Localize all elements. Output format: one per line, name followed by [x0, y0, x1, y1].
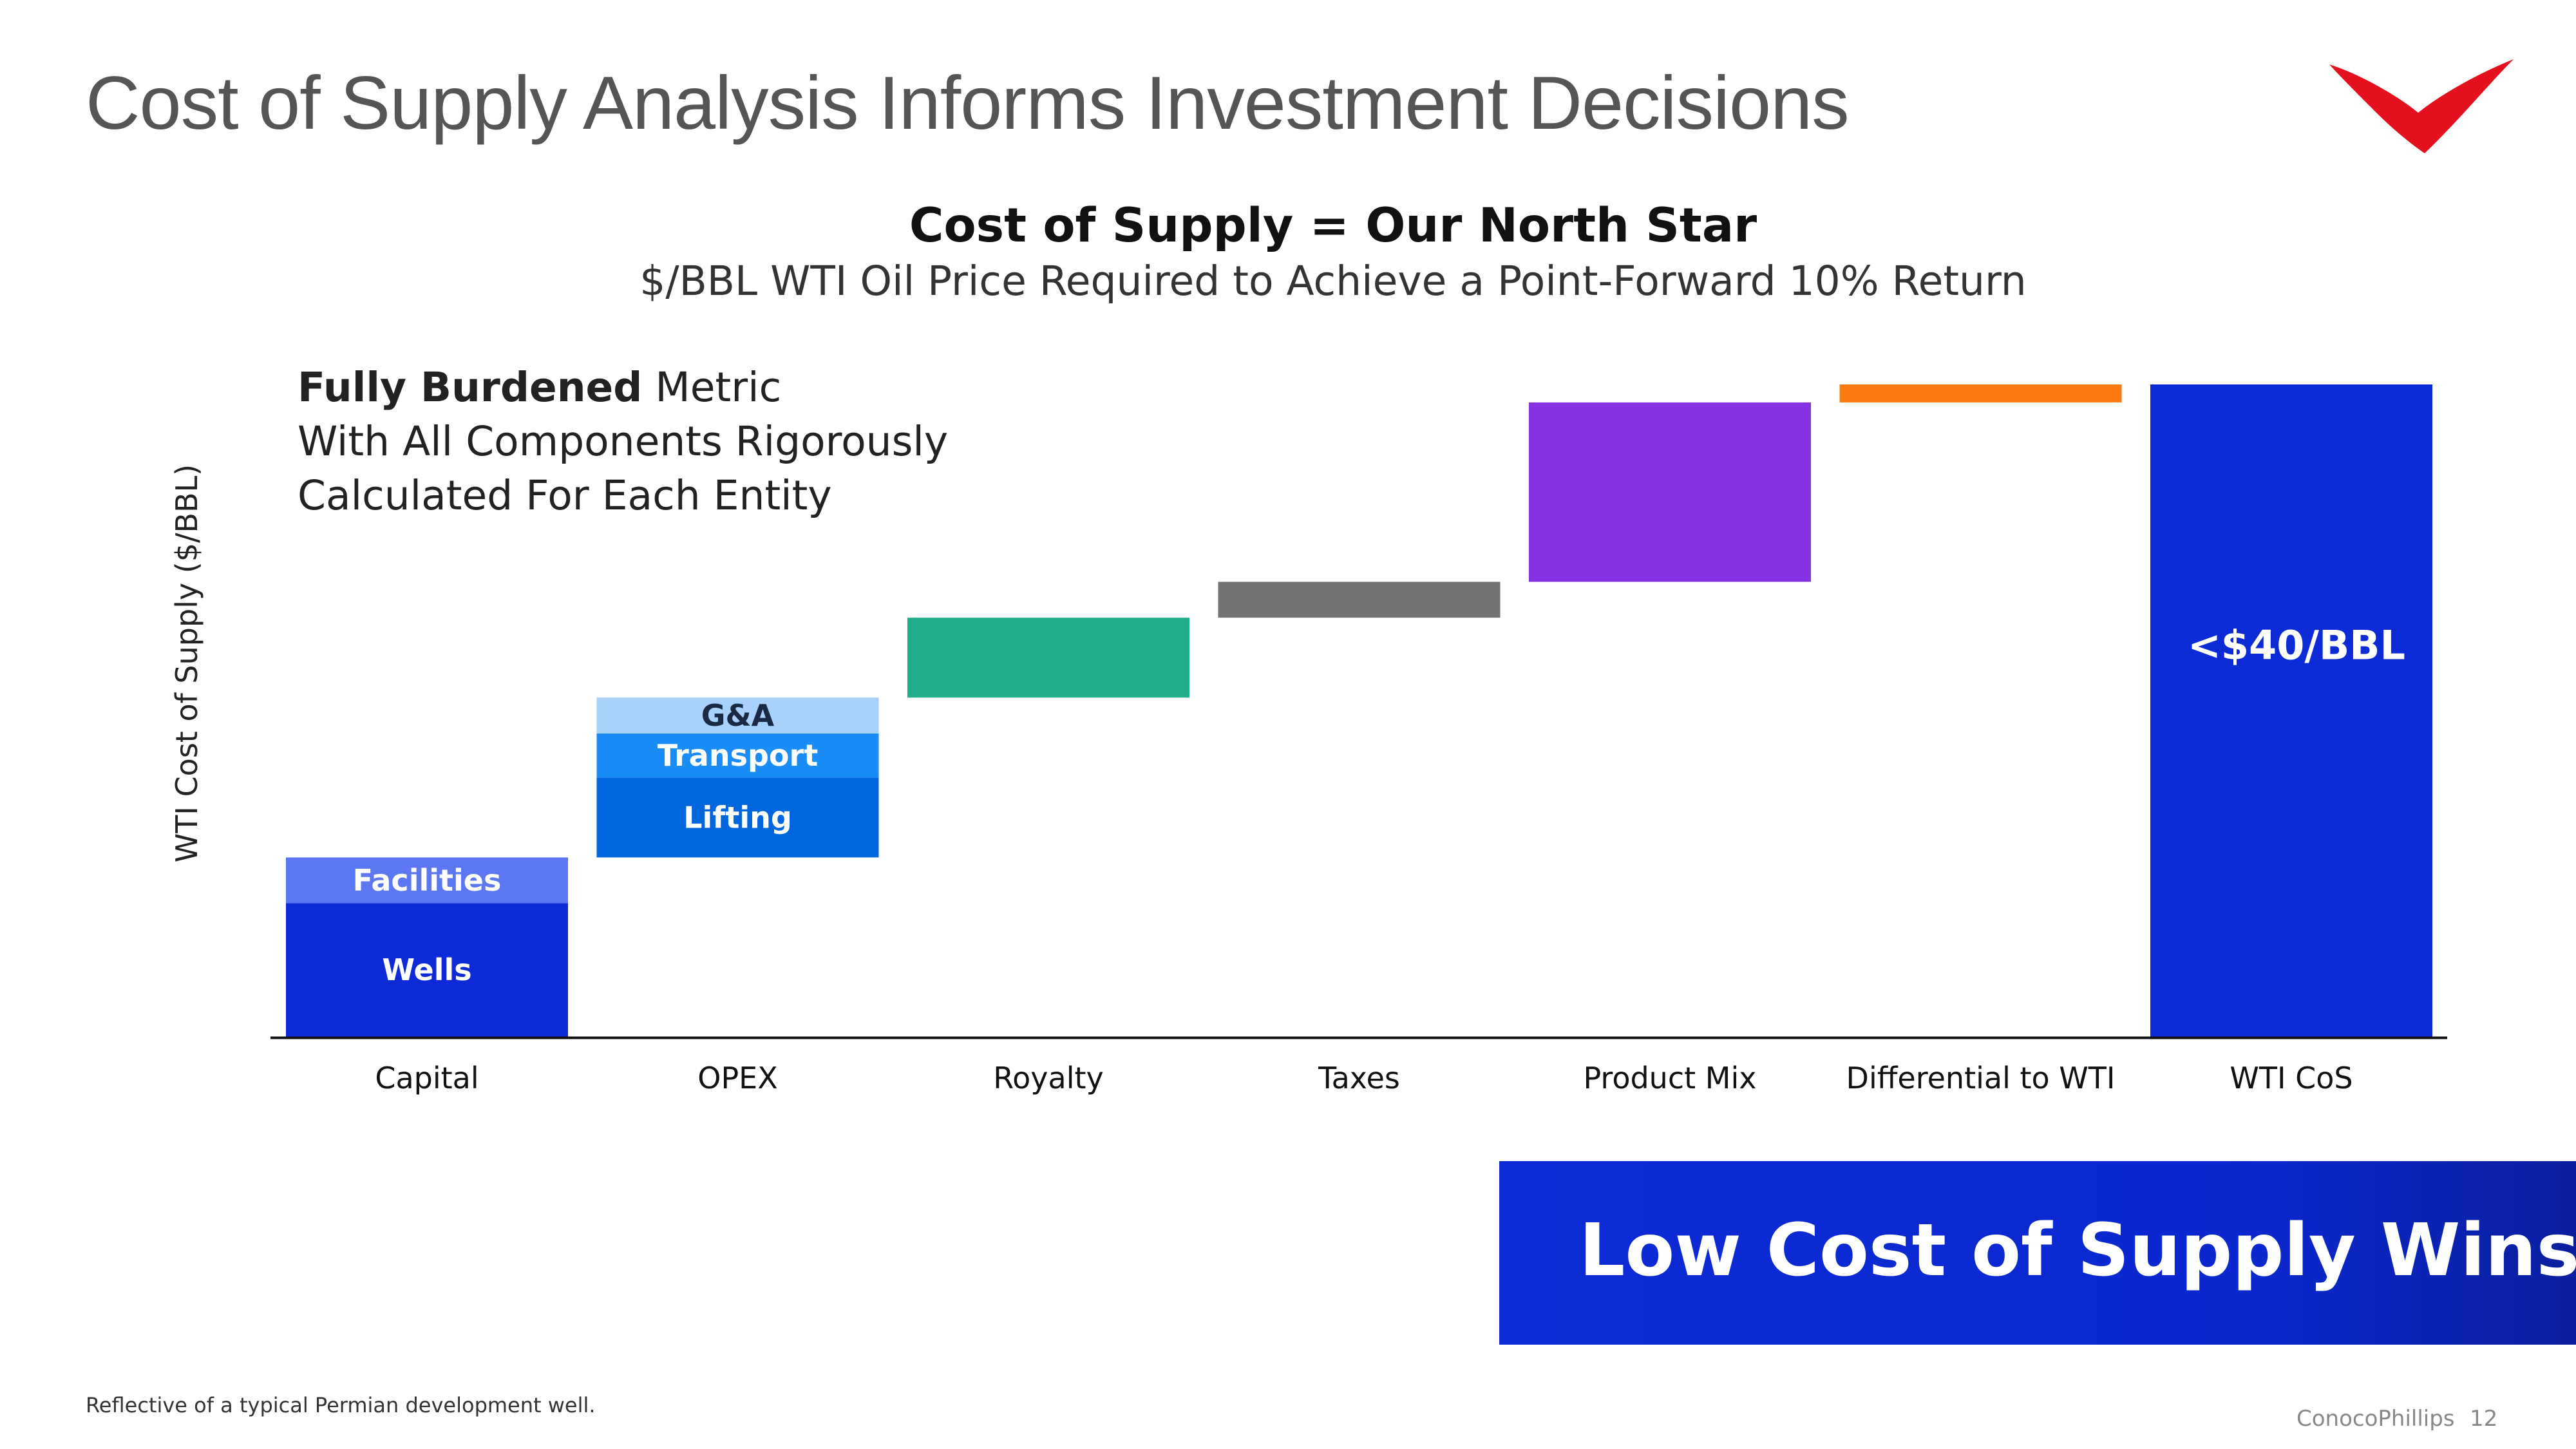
data-label-transport: Transport	[658, 738, 818, 773]
x-tick-label-wti-cos: WTI CoS	[2230, 1061, 2353, 1095]
x-tick-label-differential-to-wti: Differential to WTI	[1846, 1061, 2116, 1095]
x-tick-label-product-mix: Product Mix	[1584, 1061, 1757, 1095]
page-number: 12	[2470, 1406, 2498, 1432]
chart-subtitle: $/BBL WTI Oil Price Required to Achieve …	[639, 258, 2027, 305]
callout-line3: Calculated For Each Entity	[298, 472, 832, 519]
chart-title: Cost of Supply = Our North Star	[909, 198, 1757, 253]
bar-facilities	[286, 857, 568, 904]
data-label-facilities: Facilities	[353, 863, 502, 898]
footer-brand: ConocoPhillips	[2297, 1406, 2455, 1432]
x-tick-label-taxes: Taxes	[1318, 1061, 1400, 1095]
bar-taxes	[1218, 582, 1501, 618]
callout-line2: With All Components Rigorously	[298, 418, 949, 465]
callout-bold: Fully Burdened	[298, 364, 643, 411]
banner-text: Low Cost of Supply Wins	[1579, 1209, 2576, 1293]
data-label-wells: Wells	[382, 952, 471, 987]
bar-differential-to-wti	[1839, 384, 2122, 402]
bar-transport	[596, 733, 879, 778]
data-label-lifting: Lifting	[683, 800, 792, 835]
x-tick-label-capital: Capital	[375, 1061, 478, 1095]
bar-wti-cos	[2150, 384, 2432, 1037]
data-label-wti-cos: <$40/BBL	[2188, 622, 2405, 669]
x-tick-label-royalty: Royalty	[993, 1061, 1104, 1095]
bar-royalty	[907, 618, 1189, 698]
bar-g-a	[596, 697, 879, 734]
bar-wells	[286, 903, 568, 1037]
conocophillips-logo-icon	[2329, 59, 2514, 153]
slide-title: Cost of Supply Analysis Informs Investme…	[86, 61, 1850, 145]
callout-text: Fully Burdened Metric With All Component…	[298, 361, 948, 523]
footnote: Reflective of a typical Permian developm…	[86, 1393, 596, 1417]
bar-product-mix	[1529, 402, 1811, 582]
x-tick-label-opex: OPEX	[697, 1061, 778, 1095]
data-label-g-a: G&A	[701, 698, 775, 733]
bar-lifting	[596, 777, 879, 858]
callout-rest: Metric	[642, 364, 782, 411]
low-cost-banner: Low Cost of Supply Wins	[1499, 1161, 2576, 1345]
